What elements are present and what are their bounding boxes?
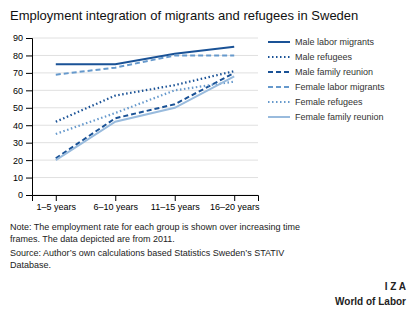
series-line	[56, 76, 234, 160]
annotation: World of Labor	[335, 296, 406, 307]
y-tick-mark	[26, 108, 32, 109]
legend-item: Male family reunion	[268, 67, 373, 77]
legend-swatch	[268, 71, 290, 73]
legend-item: Female labor migrants	[268, 82, 385, 92]
x-tick: 6–10 years	[93, 195, 138, 212]
y-tick: 10	[13, 173, 32, 183]
lines	[56, 47, 234, 160]
legend-swatch	[268, 56, 290, 58]
legend-item: Female refugees	[268, 97, 363, 107]
plot: 0 10 20 30 40 50 60 70 80 90 1–5 years 6–10 years 11…	[13, 33, 260, 212]
x-tick-label: 1–5 years	[37, 202, 77, 212]
legend-item: Female family reunion	[268, 112, 384, 122]
x-tick-mark	[115, 195, 116, 201]
x-tick-mark	[56, 195, 57, 201]
legend-swatch	[268, 86, 290, 88]
y-tick-label: 60	[13, 86, 23, 96]
y-tick-label: 70	[13, 68, 23, 78]
y-tick: 0	[18, 190, 32, 200]
annotation: Source: Author’s own calculations based …	[10, 248, 284, 258]
y-tick-mark	[26, 38, 32, 39]
y-tick: 70	[13, 68, 32, 78]
y-tick-mark	[26, 160, 32, 161]
y-tick-label: 90	[13, 33, 23, 43]
y-tick: 80	[13, 51, 32, 61]
chart: Employment integration of migrants and r…	[0, 0, 418, 319]
grid-line	[32, 90, 258, 91]
y-tick: 60	[13, 86, 32, 96]
y-tick-label: 40	[13, 121, 23, 131]
y-tick-mark	[26, 125, 32, 126]
grid-line	[32, 160, 258, 161]
y-tick-mark	[26, 178, 32, 179]
legend-label: Male refugees	[295, 52, 353, 62]
y-tick-mark	[26, 73, 32, 74]
legend-swatch	[268, 41, 290, 43]
legend-label: Female refugees	[295, 97, 363, 107]
legend-label: Male labor migrants	[295, 37, 375, 47]
y-tick: 40	[13, 121, 32, 131]
x-tick-label: 11–15 years	[151, 202, 200, 212]
x-tick-label: 6–10 years	[93, 202, 138, 212]
y-axis: 0 10 20 30 40 50 60 70 80 90	[13, 33, 33, 200]
grid-line	[32, 107, 258, 108]
legend-label: Female labor migrants	[295, 82, 385, 92]
y-tick-label: 0	[18, 190, 23, 200]
legend-label: Male family reunion	[295, 67, 373, 77]
legend-item: Male refugees	[268, 52, 353, 62]
legend-swatch	[268, 101, 290, 103]
y-tick-label: 50	[13, 103, 23, 113]
legend: Male labor migrants Male refugees Male fam…	[268, 37, 385, 122]
x-tick-mark	[175, 195, 176, 201]
x-tick-mark	[234, 195, 235, 201]
grid-line	[32, 142, 258, 143]
y-tick: 90	[13, 33, 32, 43]
y-tick: 30	[13, 138, 32, 148]
x-axis-line	[33, 196, 259, 202]
annotation: I Z A	[385, 281, 406, 292]
grid-line	[32, 125, 258, 126]
y-tick-mark	[26, 195, 32, 196]
y-tick-mark	[26, 143, 32, 144]
annotation: frames. The data depicted are from 2011.	[10, 234, 175, 244]
x-axis: 1–5 years 6–10 years 11–15 years 16–20 year…	[33, 195, 260, 212]
y-tick-label: 20	[13, 155, 23, 165]
x-tick: 1–5 years	[37, 195, 77, 212]
y-axis-line	[26, 39, 33, 196]
series-line	[56, 55, 234, 74]
y-tick-mark	[26, 55, 32, 56]
x-tick: 11–15 years	[151, 195, 200, 212]
annotation: Note: The employment rate for each group…	[10, 222, 300, 232]
y-tick: 50	[13, 103, 32, 113]
grid-line	[32, 38, 258, 39]
y-tick-label: 30	[13, 138, 23, 148]
x-tick: 16–20 years	[210, 195, 260, 212]
annotation: Database.	[10, 260, 51, 270]
y-tick-mark	[26, 90, 32, 91]
y-tick: 20	[13, 155, 32, 165]
legend-item: Male labor migrants	[268, 37, 375, 47]
title: Employment integration of migrants and r…	[10, 8, 358, 23]
y-tick-label: 80	[13, 51, 23, 61]
legend-swatch	[268, 116, 290, 118]
legend-label: Female family reunion	[295, 112, 384, 122]
grid-line	[32, 177, 258, 178]
y-tick-label: 10	[13, 173, 23, 183]
grid	[32, 38, 258, 195]
x-tick-label: 16–20 years	[210, 202, 260, 212]
